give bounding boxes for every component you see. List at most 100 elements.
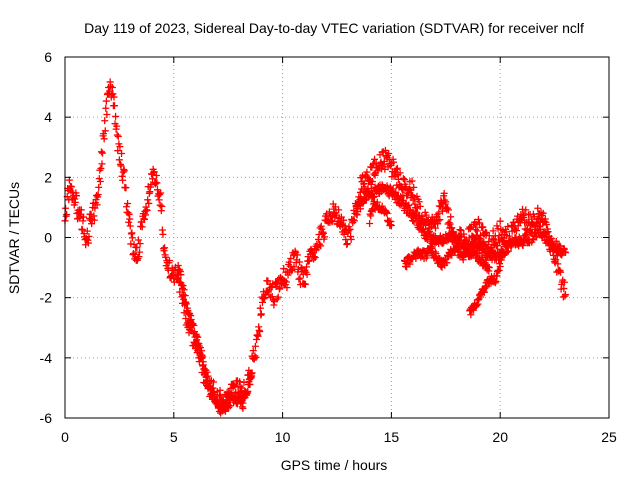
data-point-marker xyxy=(256,304,264,312)
data-point-marker xyxy=(248,369,256,377)
data-point-marker xyxy=(481,241,489,249)
data-point-marker xyxy=(156,201,164,209)
data-point-marker xyxy=(504,247,512,255)
data-point-marker xyxy=(109,90,117,98)
data-point-marker xyxy=(251,342,259,350)
data-point-marker xyxy=(68,183,76,191)
data-point-marker xyxy=(474,215,482,223)
y-tick-label: 0 xyxy=(44,230,52,246)
data-point-marker xyxy=(309,249,317,257)
data-point-marker xyxy=(440,189,448,197)
data-point-marker xyxy=(343,240,351,248)
data-point-marker xyxy=(371,155,379,163)
data-point-marker xyxy=(311,253,319,261)
data-point-marker xyxy=(293,251,301,259)
data-point-marker xyxy=(118,150,126,158)
data-point-marker xyxy=(539,209,547,217)
data-point-marker xyxy=(257,310,265,318)
y-axis-label: SDTVAR / TECUs xyxy=(6,182,22,294)
data-point-marker xyxy=(431,224,439,232)
data-point-marker xyxy=(94,190,102,198)
data-point-marker xyxy=(181,299,189,307)
y-tick-label: -2 xyxy=(40,290,53,306)
data-point-marker xyxy=(408,177,416,185)
y-tick-label: -6 xyxy=(40,410,53,426)
data-point-marker xyxy=(301,280,309,288)
data-point-marker xyxy=(496,217,504,225)
data-point-marker xyxy=(361,183,369,191)
data-point-marker xyxy=(125,218,133,226)
data-point-marker xyxy=(102,97,110,105)
data-point-marker xyxy=(147,181,155,189)
data-point-marker xyxy=(131,251,139,259)
data-point-marker xyxy=(276,284,284,292)
data-point-marker xyxy=(110,93,118,101)
x-tick-label: 10 xyxy=(275,429,291,445)
data-point-marker xyxy=(124,199,132,207)
data-point-marker xyxy=(79,213,87,221)
data-point-marker xyxy=(162,253,170,261)
data-point-marker xyxy=(116,143,124,151)
data-point-marker xyxy=(140,216,148,224)
data-point-marker xyxy=(435,209,443,217)
data-point-marker xyxy=(150,168,158,176)
data-point-marker xyxy=(174,262,182,270)
data-point-marker xyxy=(120,167,128,175)
data-point-marker xyxy=(100,135,108,143)
data-point-marker xyxy=(196,344,204,352)
data-point-marker xyxy=(405,201,413,209)
data-point-marker xyxy=(216,386,224,394)
data-point-marker xyxy=(316,240,324,248)
data-point-marker xyxy=(410,217,418,225)
data-point-marker xyxy=(97,148,105,156)
data-point-marker xyxy=(485,264,493,272)
data-point-marker xyxy=(182,300,190,308)
data-point-marker xyxy=(182,315,190,323)
y-tick-label: 4 xyxy=(44,109,52,125)
data-point-marker xyxy=(350,217,358,225)
data-point-marker xyxy=(405,185,413,193)
data-point-marker xyxy=(101,127,109,135)
data-point-marker xyxy=(115,156,123,164)
data-point-marker xyxy=(295,275,303,283)
chart-title: Day 119 of 2023, Sidereal Day-to-day VTE… xyxy=(84,20,584,36)
data-point-marker xyxy=(474,250,482,258)
data-point-marker xyxy=(331,203,339,211)
data-point-marker xyxy=(410,183,418,191)
data-point-marker xyxy=(434,217,442,225)
data-point-marker xyxy=(552,256,560,264)
data-point-marker xyxy=(133,244,141,252)
data-point-marker xyxy=(249,347,257,355)
data-point-marker xyxy=(193,332,201,340)
data-point-marker xyxy=(448,224,456,232)
data-point-marker xyxy=(461,236,469,244)
data-point-marker xyxy=(416,202,424,210)
data-point-marker xyxy=(340,216,348,224)
y-tick-label: 2 xyxy=(44,169,52,185)
data-point-marker xyxy=(547,235,555,243)
data-point-marker xyxy=(552,237,560,245)
data-point-marker xyxy=(290,263,298,271)
data-point-marker xyxy=(466,225,474,233)
data-point-marker xyxy=(280,265,288,273)
data-point-marker xyxy=(114,147,122,155)
data-point-marker xyxy=(181,292,189,300)
data-point-marker xyxy=(436,216,444,224)
x-tick-label: 20 xyxy=(492,429,508,445)
data-point-marker xyxy=(62,204,70,212)
data-point-marker xyxy=(368,178,376,186)
data-point-marker xyxy=(478,254,486,262)
y-tick-label: -4 xyxy=(40,350,53,366)
x-tick-label: 5 xyxy=(170,429,178,445)
data-point-marker xyxy=(268,293,276,301)
data-point-marker xyxy=(103,110,111,118)
data-point-marker xyxy=(143,206,151,214)
data-point-marker xyxy=(489,227,497,235)
x-tick-label: 25 xyxy=(601,429,617,445)
data-point-marker xyxy=(153,186,161,194)
data-point-marker xyxy=(482,242,490,250)
data-point-marker xyxy=(447,213,455,221)
data-point-marker xyxy=(230,381,238,389)
data-point-marker xyxy=(206,384,214,392)
data-point-marker xyxy=(317,242,325,250)
